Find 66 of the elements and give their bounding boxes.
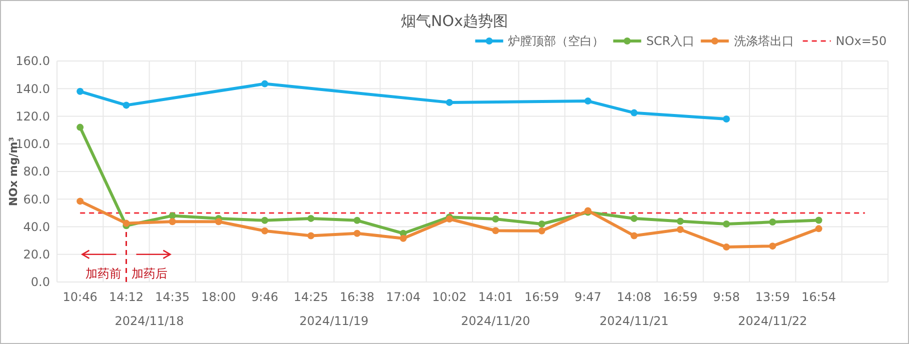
y-tick-label: 160.0 [16,54,50,68]
text: 2024/11/21 [599,314,669,328]
annotation: 加药前 [85,266,122,280]
point [722,220,730,228]
x-tick-label: 14:08 [616,290,652,304]
legend-label: 洗涤塔出口 [734,34,794,48]
text: 2024/11/18 [114,314,184,328]
y-tick-label: 80.0 [23,164,50,179]
x-tick-label: 18:00 [201,290,236,304]
point [630,214,638,222]
x-tick-label: 16:59 [524,290,560,304]
point [168,218,176,226]
point [215,218,222,226]
point [538,220,546,228]
point [630,232,638,240]
point [815,225,822,232]
point [122,220,130,227]
legend-label: NOx=50 [836,34,887,48]
x-tick-label: 9:47 [574,290,602,304]
text: 2024/11/22 [738,314,808,328]
x-tick-label: 10:02 [432,290,467,304]
point [400,234,407,242]
point [354,216,361,224]
x-tick-label: 14:12 [108,290,144,304]
point [76,124,84,131]
point [122,102,130,109]
x-tick-label: 16:54 [801,290,836,304]
y-tick-label: 140.0 [16,82,50,96]
legend-label: 炉膛顶部（空白） [508,34,604,48]
x-tick-label: 14:35 [155,290,190,304]
text: 2024/11/20 [460,314,530,328]
y-tick-label: 40.0 [23,220,50,234]
x-tick-label: 16:38 [340,290,374,304]
y-tick-label: 120.0 [16,109,50,124]
chart-title: 烟气NOx趋势图 [401,12,508,30]
point [769,218,776,226]
x-tick-label: 9:46 [251,290,278,304]
x-tick-label: 10:46 [62,290,98,304]
point [307,232,314,240]
y-tick-label: 60.0 [23,192,50,206]
point [307,214,314,222]
y-tick-label: 0.0 [30,275,50,290]
point [354,230,361,237]
x-tick-label: 13:59 [755,290,790,304]
point [676,226,684,234]
annotation: 加药后 [131,266,168,280]
point [492,216,500,223]
x-tick-label: 16:59 [662,290,698,304]
point [722,244,730,251]
point [492,227,500,234]
point [769,242,776,250]
point [815,216,822,224]
x-tick-label: 14:25 [294,290,328,304]
point [76,198,84,205]
point [261,227,268,234]
point [261,216,268,224]
point [676,218,684,225]
x-tick-label: 9:58 [712,290,740,304]
point [168,212,176,220]
text: 2024/11/19 [299,314,369,328]
y-tick-label: 20.0 [23,248,50,262]
point [76,88,84,95]
x-tick-label: 17:04 [386,290,421,304]
x-tick-label: 14:01 [478,290,513,304]
point [538,227,546,234]
legend-label: SCR入口 [646,34,695,48]
